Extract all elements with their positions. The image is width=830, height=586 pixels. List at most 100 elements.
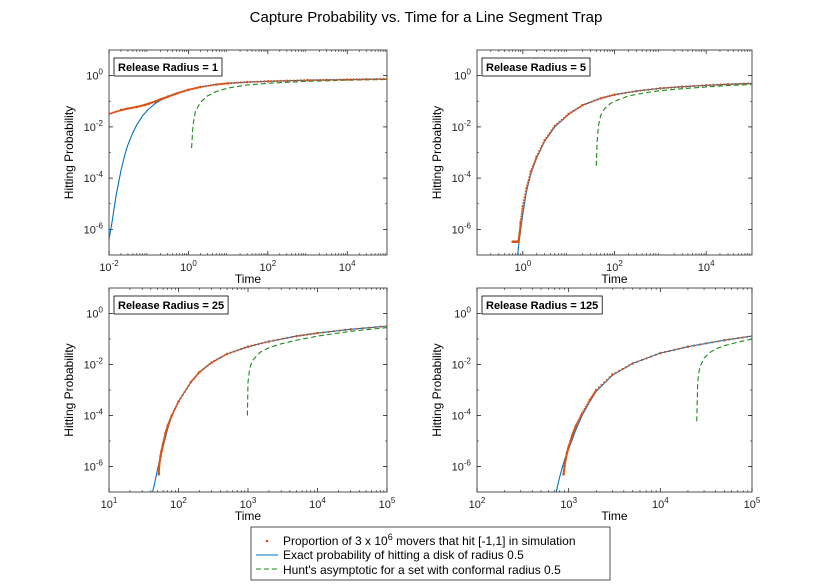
sim-point <box>525 187 528 190</box>
sim-point <box>536 152 540 155</box>
y-tick-label: 10-4 <box>452 170 472 185</box>
sim-point <box>272 339 275 342</box>
sim-point <box>528 176 531 179</box>
sim-point <box>213 360 216 363</box>
sim-point <box>708 84 711 87</box>
legend-hunt-label: Hunt's asymptotic for a set with conform… <box>283 563 561 577</box>
sim-point <box>596 98 599 101</box>
sim-point <box>569 111 573 114</box>
sim-point <box>176 402 179 405</box>
sim-point <box>253 343 257 346</box>
release-radius-label: Release Radius = 125 <box>481 295 603 315</box>
sim-point <box>590 100 593 103</box>
sim-point <box>273 80 276 83</box>
sim-point <box>328 78 332 81</box>
sim-point <box>527 178 530 182</box>
sim-point <box>593 99 596 102</box>
sim-point <box>170 416 173 419</box>
sim-point <box>309 79 312 82</box>
sim-point <box>242 81 245 84</box>
sim-point <box>220 355 223 358</box>
sim-point <box>578 416 582 419</box>
sim-point <box>157 469 161 472</box>
sim-point <box>583 407 586 411</box>
sim-point <box>608 376 611 379</box>
sim-point <box>233 81 236 84</box>
sim-point <box>206 364 209 367</box>
sim-point <box>523 196 526 199</box>
sim-point <box>564 459 567 462</box>
sim-point <box>230 82 233 85</box>
sim-point <box>711 341 714 344</box>
sim-point <box>680 85 684 88</box>
sim-point <box>563 116 566 119</box>
sim-point <box>732 337 735 340</box>
sim-point <box>338 329 341 332</box>
sim-point <box>325 78 328 82</box>
sim-point <box>723 83 726 86</box>
sim-point <box>543 139 546 142</box>
sim-point <box>269 80 273 83</box>
sim-point <box>173 93 177 96</box>
sim-point <box>147 102 150 105</box>
sim-point <box>177 91 180 94</box>
y-tick-label: 10-2 <box>84 357 104 372</box>
sim-point <box>677 85 680 89</box>
plot-area <box>476 49 753 256</box>
sim-point <box>685 85 688 88</box>
sim-point <box>716 83 719 86</box>
sim-point <box>539 147 542 150</box>
sim-point <box>631 90 634 93</box>
sim-point <box>243 346 246 349</box>
legend-dot-marker <box>265 539 269 543</box>
sim-point <box>157 471 160 474</box>
y-tick-label: 10-4 <box>84 408 104 423</box>
sim-point <box>540 144 544 147</box>
sim-point <box>302 334 305 337</box>
hunt-curve <box>696 338 752 422</box>
sim-point <box>316 331 319 335</box>
sim-point <box>181 394 184 397</box>
sim-point <box>175 405 178 408</box>
sim-point <box>159 456 162 459</box>
sim-point <box>158 465 161 468</box>
sim-point <box>134 106 137 109</box>
sim-point <box>198 370 201 374</box>
sim-point <box>533 160 536 163</box>
sim-point <box>218 357 221 360</box>
sim-point <box>613 93 616 96</box>
sim-point <box>565 452 568 455</box>
y-tick-label: 10-6 <box>452 459 472 474</box>
sim-point <box>529 170 533 173</box>
sim-point <box>361 327 364 330</box>
sim-point <box>195 86 198 89</box>
sim-point <box>214 83 218 86</box>
sim-point <box>372 78 375 81</box>
subplot-title: Release Radius = 1 <box>118 62 218 74</box>
sim-point <box>163 437 166 440</box>
sim-point <box>202 367 205 370</box>
sim-point <box>385 324 387 328</box>
sim-point <box>162 439 165 442</box>
sim-point <box>571 434 574 437</box>
sim-point <box>157 468 161 471</box>
y-axis-label: Hitting Probability <box>62 343 76 436</box>
sim-point <box>239 348 243 351</box>
sim-point <box>327 330 330 333</box>
sim-point <box>604 96 607 99</box>
sim-point <box>726 83 730 86</box>
sim-point <box>547 134 550 137</box>
sim-point <box>375 78 378 81</box>
sim-point <box>193 87 196 90</box>
sim-point <box>292 79 295 82</box>
sim-point <box>342 78 345 81</box>
sim-point <box>556 122 559 125</box>
sim-point <box>346 78 349 81</box>
sim-point <box>185 89 188 92</box>
sim-point <box>597 386 601 389</box>
sim-point <box>643 89 646 92</box>
sim-point <box>223 354 226 357</box>
sim-point <box>636 360 639 363</box>
sim-point <box>189 381 192 384</box>
subplot-3: 101 102 103 104 105 100 10-2 10-4 10-6 Time Hittin… <box>62 287 396 523</box>
